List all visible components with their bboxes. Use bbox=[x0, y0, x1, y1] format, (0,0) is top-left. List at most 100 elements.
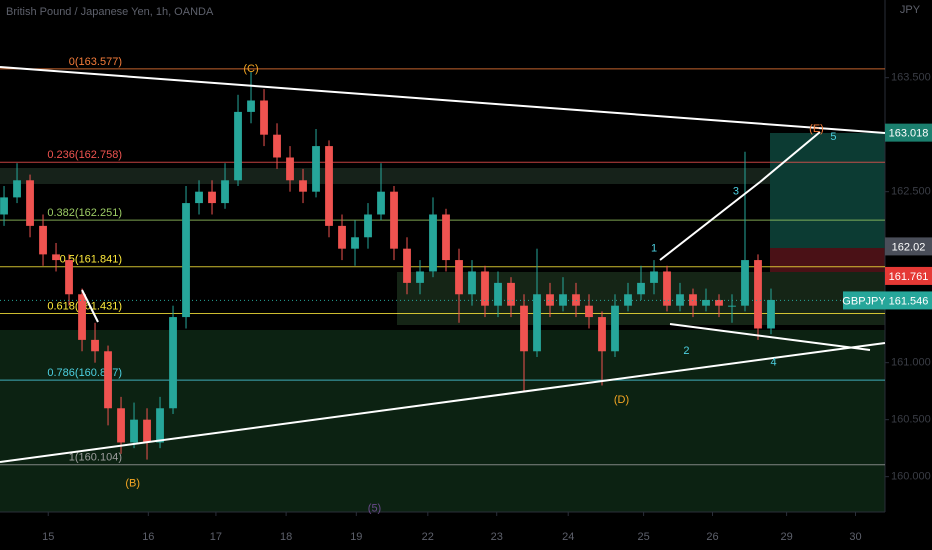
wave-label: 3 bbox=[733, 186, 739, 198]
candle-body bbox=[754, 260, 762, 329]
candle-body bbox=[455, 260, 463, 295]
candle-body bbox=[520, 305, 528, 352]
candle-body bbox=[663, 271, 671, 306]
wave-line bbox=[669, 323, 871, 351]
candle-body bbox=[390, 191, 398, 249]
price-tag bbox=[885, 123, 932, 142]
candle-body bbox=[91, 339, 99, 352]
candle-body bbox=[559, 294, 567, 306]
x-tick-label: 24 bbox=[562, 531, 574, 543]
candle-body bbox=[715, 299, 723, 306]
symbol-tag bbox=[843, 291, 885, 310]
price-tag-label: 162.02 bbox=[892, 241, 926, 253]
lower-trendline bbox=[0, 342, 886, 463]
wave-line bbox=[759, 131, 821, 183]
fib-label: 1(160.104) bbox=[69, 452, 122, 464]
y-tick-label: 162.500 bbox=[891, 186, 931, 198]
candle-body bbox=[637, 282, 645, 295]
candle-body bbox=[351, 237, 359, 249]
candle-body bbox=[403, 248, 411, 283]
candle-body bbox=[221, 180, 229, 204]
candle-body bbox=[78, 294, 86, 340]
candle-body bbox=[546, 294, 554, 306]
symbol-tag-label: GBPJPY bbox=[842, 295, 886, 307]
target-zone bbox=[770, 133, 885, 248]
candle-body bbox=[39, 225, 47, 255]
upper-trendline bbox=[0, 66, 886, 134]
candle-body bbox=[442, 214, 450, 261]
fib-label: 0.236(162.758) bbox=[47, 149, 122, 161]
fib-label: 0.786(160.847) bbox=[47, 367, 122, 379]
x-tick-label: 15 bbox=[42, 531, 54, 543]
wave-line bbox=[659, 181, 761, 261]
y-tick-label: 161.000 bbox=[891, 357, 931, 369]
wave-label: (5) bbox=[368, 502, 381, 514]
candle-body bbox=[312, 146, 320, 192]
fib-label: 0.5(161.841) bbox=[60, 254, 122, 266]
candle-body bbox=[338, 225, 346, 249]
candle-body bbox=[247, 100, 255, 112]
candle-body bbox=[377, 191, 385, 215]
x-tick-label: 16 bbox=[142, 531, 154, 543]
candle-body bbox=[0, 197, 8, 215]
wave-label: 4 bbox=[771, 357, 777, 369]
candle-body bbox=[494, 282, 502, 306]
chart-title: British Pound / Japanese Yen, 1h, OANDA bbox=[6, 6, 214, 18]
x-tick-label: 22 bbox=[422, 531, 434, 543]
wave-label: (C) bbox=[243, 63, 258, 75]
candle-body bbox=[429, 214, 437, 272]
fib-label: 0.382(162.251) bbox=[47, 207, 122, 219]
wave-label: 5 bbox=[830, 131, 836, 143]
candle-body bbox=[273, 134, 281, 158]
x-tick-label: 19 bbox=[350, 531, 362, 543]
candle-body bbox=[104, 351, 112, 409]
candle-body bbox=[208, 191, 216, 204]
candle-body bbox=[598, 317, 606, 352]
price-tag-label: 163.018 bbox=[889, 128, 929, 140]
supply-zone bbox=[0, 168, 885, 184]
x-tick-label: 18 bbox=[280, 531, 292, 543]
candle-body bbox=[611, 305, 619, 352]
price-tag-label: 161.546 bbox=[889, 295, 929, 307]
candle-body bbox=[325, 146, 333, 226]
wave-label: (E) bbox=[809, 123, 824, 135]
wave-label: 2 bbox=[683, 345, 689, 357]
candle-body bbox=[676, 294, 684, 306]
price-tag-label: 161.761 bbox=[889, 271, 929, 283]
x-tick-label: 29 bbox=[780, 531, 792, 543]
candle-body bbox=[364, 214, 372, 238]
candle-body bbox=[182, 203, 190, 318]
x-tick-label: 25 bbox=[637, 531, 649, 543]
labels: (C) (E) 5 3 1 2 4 (D) (B) (5) bbox=[125, 63, 836, 515]
candle-body bbox=[299, 180, 307, 192]
fib-label: 0(163.577) bbox=[69, 56, 122, 68]
stop-zone bbox=[770, 248, 885, 272]
wave-label: (B) bbox=[125, 477, 140, 489]
candle-body bbox=[416, 271, 424, 283]
candle-body bbox=[741, 260, 749, 306]
candle-body bbox=[234, 111, 242, 181]
x-tick-label: 30 bbox=[849, 531, 861, 543]
candle-body bbox=[156, 408, 164, 443]
candle-body bbox=[130, 419, 138, 443]
candle-body bbox=[26, 180, 34, 226]
wave-line bbox=[81, 289, 99, 323]
candle-body bbox=[585, 305, 593, 318]
candle-body bbox=[52, 254, 60, 261]
x-tick-label: 26 bbox=[706, 531, 718, 543]
candle-body bbox=[481, 271, 489, 306]
y-tick-label: 160.000 bbox=[891, 471, 931, 483]
x-tick-label: 17 bbox=[210, 531, 222, 543]
price-tag bbox=[885, 266, 932, 285]
candle-body bbox=[507, 282, 515, 306]
candle-body bbox=[533, 294, 541, 352]
candle-body bbox=[468, 271, 476, 295]
candle-body bbox=[195, 191, 203, 204]
x-tick-label: 23 bbox=[491, 531, 503, 543]
y-tick-label: 160.500 bbox=[891, 414, 931, 426]
candle-body bbox=[728, 305, 736, 307]
price-tag bbox=[885, 291, 932, 310]
candle-body bbox=[143, 419, 151, 443]
y-tick-label: 163.500 bbox=[891, 72, 931, 84]
